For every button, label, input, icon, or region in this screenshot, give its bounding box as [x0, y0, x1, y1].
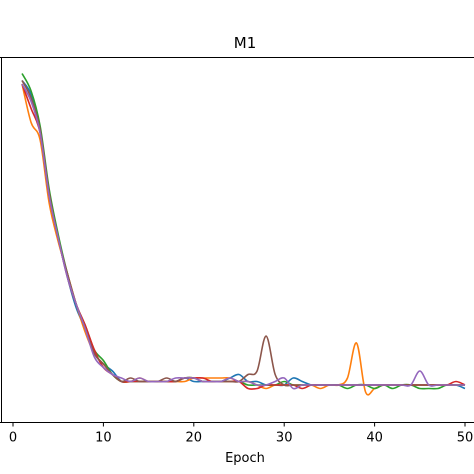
x-axis-ticks: 0 10 20 30 40 50: [9, 422, 474, 446]
x-tick-label: 50: [457, 431, 474, 446]
x-tick-label: 40: [366, 431, 383, 446]
series-line-6: [21, 83, 465, 390]
x-tick-label: 0: [9, 431, 17, 446]
chart-title: M1: [234, 34, 257, 52]
plot-area: [0, 57, 474, 423]
x-tick-label: 30: [276, 431, 293, 446]
x-tick-label: 20: [186, 431, 203, 446]
x-tick-label: 10: [95, 431, 112, 446]
x-axis-label: Epoch: [225, 451, 265, 466]
series-layer: [21, 73, 466, 396]
